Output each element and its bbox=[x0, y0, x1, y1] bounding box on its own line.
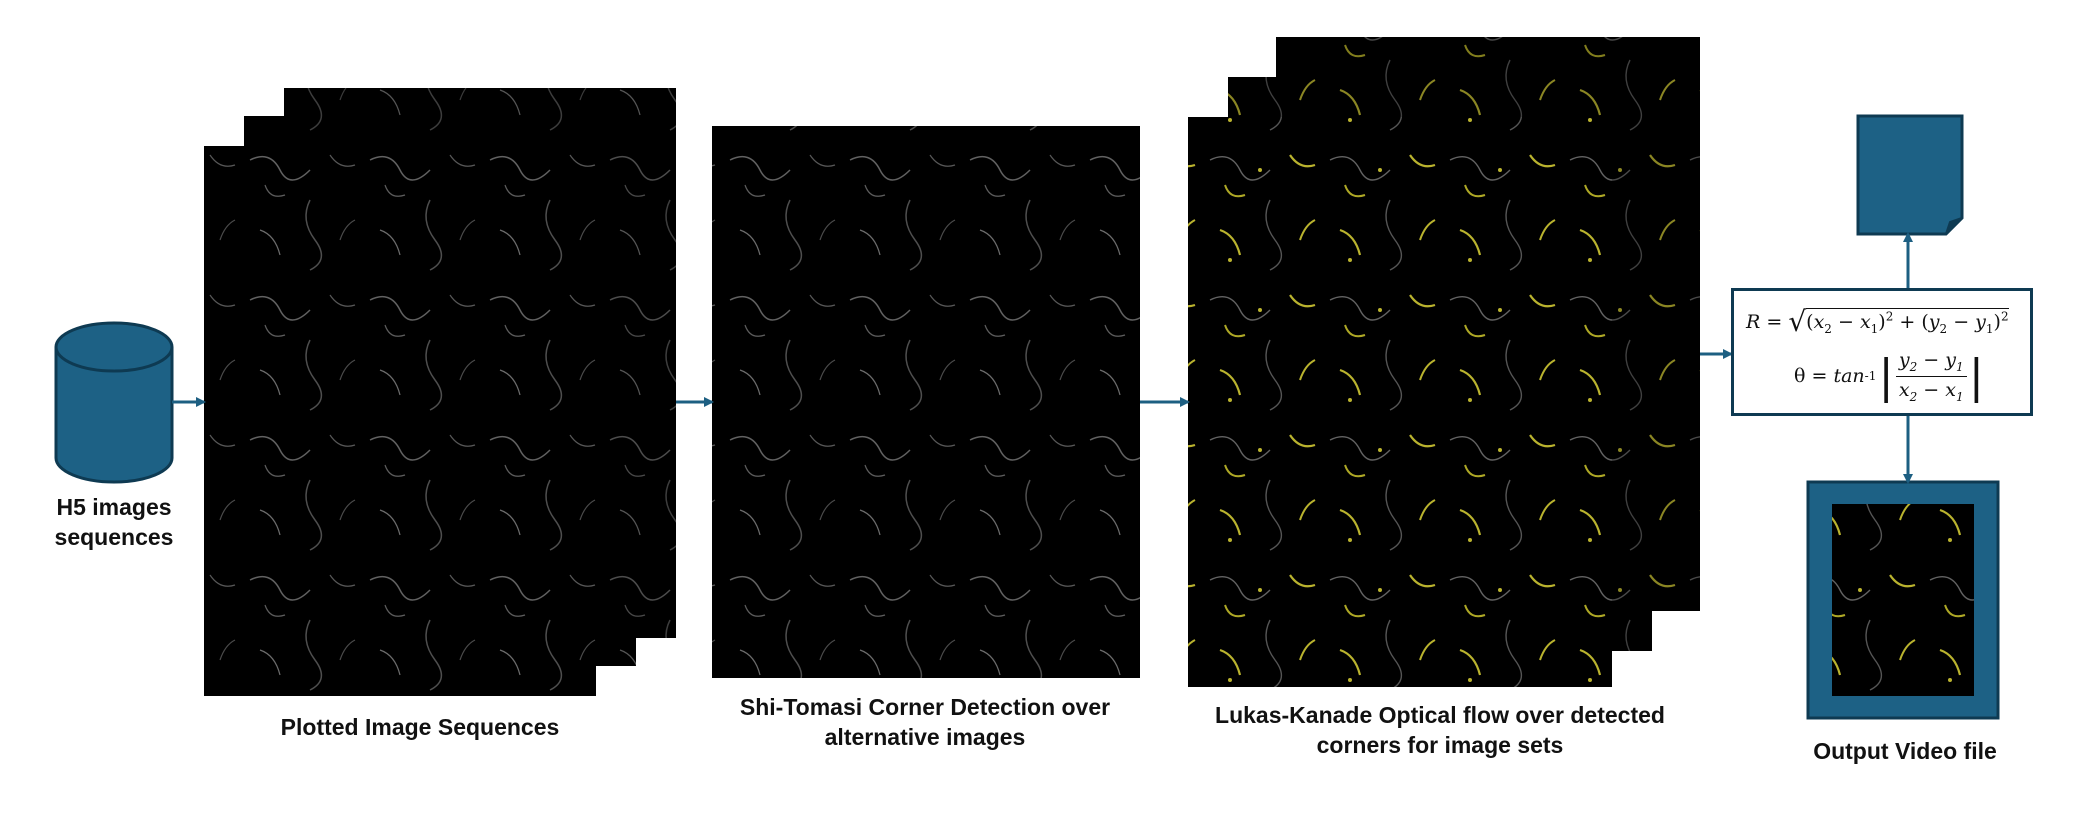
h5-database-icon bbox=[54, 321, 174, 484]
optical-flow-image-stack bbox=[1188, 37, 1700, 687]
angle-fraction: y2 − y1 x2 − x1 bbox=[1895, 349, 1967, 404]
document-icon bbox=[1856, 114, 1964, 236]
h5-images-label: H5 images sequences bbox=[54, 494, 174, 550]
plotted-image-stack bbox=[204, 88, 676, 696]
angle-lhs: θ = bbox=[1794, 365, 1828, 388]
output-video-label: Output Video file bbox=[1813, 738, 1997, 764]
shi-tomasi-image bbox=[712, 126, 1140, 678]
magnitude-lhs: R = bbox=[1746, 311, 1783, 333]
magnitude-formula: R = √(x2 − x1)2 + (y2 − y1)2 bbox=[1746, 305, 2009, 338]
angle-formula: θ = tan -1 | y2 − y1 x2 − x1 | bbox=[1794, 349, 1985, 404]
arctan-func: tan bbox=[1833, 365, 1865, 388]
output-video-icon bbox=[1806, 480, 2000, 720]
shi-tomasi-label: Shi-Tomasi Corner Detection over alterna… bbox=[739, 694, 1111, 750]
arctan-exponent: -1 bbox=[1864, 369, 1877, 384]
plotted-sequences-label: Plotted Image Sequences bbox=[280, 714, 560, 740]
lukas-kanade-label: Lukas-Kanade Optical flow over detected … bbox=[1215, 702, 1665, 758]
vector-formula-box: R = √(x2 − x1)2 + (y2 − y1)2 θ = tan -1 |… bbox=[1731, 288, 2033, 416]
